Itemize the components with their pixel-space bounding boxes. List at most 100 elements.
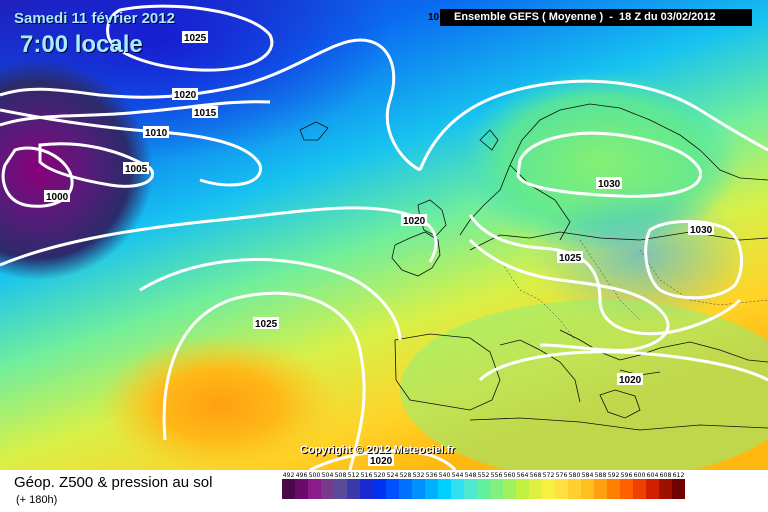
legend-value: 588 [594, 472, 607, 479]
color-legend: 492 496 500 504 508 512 516 520 524 528 532 536 540 5… [282, 472, 754, 508]
legend-value: 576 [555, 472, 568, 479]
legend-swatch [490, 479, 503, 499]
isobar-labels: 1025 1020 1015 1010 1005 1000 1020 1030 … [44, 12, 714, 467]
legend-swatch [295, 479, 308, 499]
legend-value: 612 [672, 472, 685, 479]
isobar-label: 10 [428, 12, 440, 23]
isobar-1020-azores-outer [139, 258, 402, 341]
legend-swatch [633, 479, 646, 499]
forecast-time: 7:00 locale [20, 31, 143, 58]
legend-value: 600 [633, 472, 646, 479]
isobar-1025-azores [162, 291, 366, 470]
forecast-date: Samedi 11 février 2012 [14, 10, 175, 27]
legend-value: 536 [425, 472, 438, 479]
legend-swatches [282, 479, 754, 499]
isobars [0, 4, 768, 470]
legend-value: 504 [321, 472, 334, 479]
legend-value: 560 [503, 472, 516, 479]
copyright-text: Copyright © 2012 Meteociel.fr [300, 444, 455, 456]
legend-swatch [360, 479, 373, 499]
legend-swatch [581, 479, 594, 499]
legend-labels: 492 496 500 504 508 512 516 520 524 528 532 536 540 5… [282, 472, 754, 479]
legend-swatch [568, 479, 581, 499]
legend-value: 508 [334, 472, 347, 479]
legend-swatch [321, 479, 334, 499]
isobar-label: 1030 [598, 179, 621, 190]
legend-swatch [555, 479, 568, 499]
mediterranean-shading [400, 300, 768, 470]
legend-value: 544 [451, 472, 464, 479]
legend-swatch [334, 479, 347, 499]
legend-swatch [347, 479, 360, 499]
map-panel: 1025 1020 1015 1010 1005 1000 1020 1030 … [0, 0, 768, 470]
isobar-1025-north [106, 4, 274, 72]
isobar-label: 1010 [145, 128, 168, 139]
isobar-1025-central [468, 214, 742, 336]
legend-value: 584 [581, 472, 594, 479]
azores-shading [100, 335, 340, 470]
footer: Géop. Z500 & pression au sol (+ 180h) 49… [0, 470, 768, 512]
legend-value: 524 [386, 472, 399, 479]
isobar-label: 1030 [690, 225, 713, 236]
legend-value: 580 [568, 472, 581, 479]
forecast-lead-time: (+ 180h) [16, 494, 58, 506]
isobar-1010 [0, 108, 262, 187]
model-run-label: Ensemble GEFS ( Moyenne ) - 18 Z du 03/0… [440, 9, 752, 26]
legend-value: 552 [477, 472, 490, 479]
legend-swatch [620, 479, 633, 499]
russia-shading [530, 185, 750, 325]
legend-swatch [386, 479, 399, 499]
legend-value: 604 [646, 472, 659, 479]
legend-swatch [451, 479, 464, 499]
legend-swatch [646, 479, 659, 499]
isobar-label: 1020 [174, 90, 197, 101]
legend-value: 512 [347, 472, 360, 479]
legend-swatch [399, 479, 412, 499]
isobar-1025-central-inner [468, 238, 670, 352]
legend-swatch [282, 479, 295, 499]
legend-swatch [425, 479, 438, 499]
legend-value: 592 [607, 472, 620, 479]
isobar-label: 1015 [194, 108, 217, 119]
legend-value: 568 [529, 472, 542, 479]
legend-swatch [529, 479, 542, 499]
legend-swatch [477, 479, 490, 499]
isobar-1020-south [309, 449, 457, 470]
legend-swatch [308, 479, 321, 499]
isobar-1020-balkans [478, 350, 768, 382]
legend-swatch [412, 479, 425, 499]
legend-swatch [464, 479, 477, 499]
isobar-1030-russia [644, 219, 744, 300]
isobar-1005 [38, 142, 154, 188]
legend-value: 548 [464, 472, 477, 479]
isobar-label: 1020 [619, 375, 642, 386]
isobar-1020-west [0, 206, 438, 267]
legend-value: 532 [412, 472, 425, 479]
legend-value: 608 [659, 472, 672, 479]
legend-swatch [516, 479, 529, 499]
legend-value: 492 [282, 472, 295, 479]
isobar-label: 1025 [559, 253, 582, 264]
legend-swatch [672, 479, 685, 499]
legend-value: 516 [360, 472, 373, 479]
isobar-label: 1020 [370, 456, 393, 467]
legend-swatch [659, 479, 672, 499]
chart-title: Géop. Z500 & pression au sol [14, 474, 213, 491]
legend-swatch [607, 479, 620, 499]
legend-value: 496 [295, 472, 308, 479]
legend-value: 564 [516, 472, 529, 479]
legend-value: 540 [438, 472, 451, 479]
isobar-1030-scandinavia [516, 131, 702, 198]
borders [499, 239, 768, 341]
legend-value: 596 [620, 472, 633, 479]
isobar-label: 1025 [255, 319, 278, 330]
isobar-1025-north-east [418, 79, 768, 171]
isobar-label: 1025 [184, 33, 207, 44]
isobar-label: 1005 [125, 164, 148, 175]
legend-value: 500 [308, 472, 321, 479]
legend-swatch [373, 479, 386, 499]
isobar-label: 1020 [403, 216, 426, 227]
geopotential-map: 1025 1020 1015 1010 1005 1000 1020 1030 … [0, 0, 768, 470]
isobar-1020-north [0, 38, 421, 172]
